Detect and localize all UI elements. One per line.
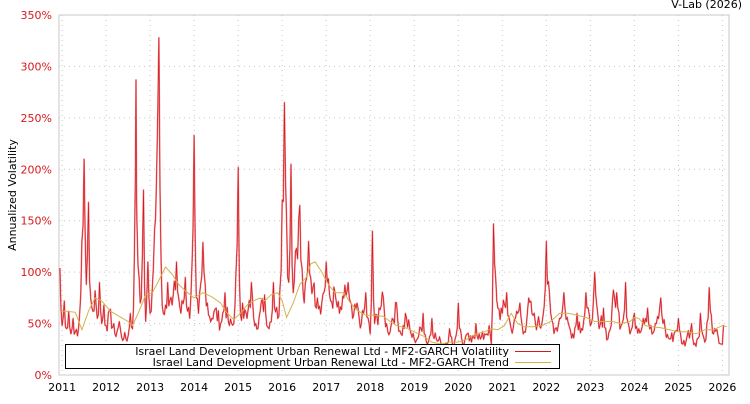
svg-text:2021: 2021 xyxy=(488,381,516,394)
svg-text:2015: 2015 xyxy=(224,381,252,394)
legend: Israel Land Development Urban Renewal Lt… xyxy=(65,344,560,369)
legend-label-trend: Israel Land Development Urban Renewal Lt… xyxy=(152,356,509,369)
legend-swatch-trend xyxy=(515,362,551,363)
svg-text:2016: 2016 xyxy=(268,381,296,394)
svg-text:0%: 0% xyxy=(35,369,52,382)
svg-text:2022: 2022 xyxy=(532,381,560,394)
svg-text:2013: 2013 xyxy=(136,381,164,394)
svg-text:350%: 350% xyxy=(21,9,52,22)
svg-text:2024: 2024 xyxy=(620,381,648,394)
grid-lines xyxy=(59,15,729,375)
svg-text:250%: 250% xyxy=(21,112,52,125)
svg-text:2018: 2018 xyxy=(356,381,384,394)
svg-text:200%: 200% xyxy=(21,163,52,176)
legend-swatch-volatility xyxy=(515,351,551,352)
y-axis-tick-labels: 0% 50% 100% 150% 200% 250% 300% 350% xyxy=(21,9,52,382)
credit-label: V-Lab (2026) xyxy=(671,0,742,11)
legend-item-trend: Israel Land Development Urban Renewal Lt… xyxy=(153,356,551,369)
plot-frame xyxy=(58,14,730,376)
svg-text:2023: 2023 xyxy=(576,381,604,394)
trend-series-line xyxy=(59,261,727,345)
svg-text:300%: 300% xyxy=(21,60,52,73)
svg-text:2017: 2017 xyxy=(312,381,340,394)
svg-text:2019: 2019 xyxy=(400,381,428,394)
svg-text:100%: 100% xyxy=(21,266,52,279)
svg-text:2020: 2020 xyxy=(444,381,472,394)
legend-label-volatility: Israel Land Development Urban Renewal Lt… xyxy=(135,345,509,358)
y-axis-label: Annualized Volatility xyxy=(6,139,19,251)
svg-text:2026: 2026 xyxy=(708,381,736,394)
svg-text:2025: 2025 xyxy=(664,381,692,394)
x-axis-tick-labels: 2011 2012 2013 2014 2015 2016 2017 2018 2019 2020… xyxy=(48,381,736,394)
volatility-series-line xyxy=(59,36,725,350)
svg-text:2011: 2011 xyxy=(48,381,76,394)
svg-text:50%: 50% xyxy=(28,318,52,331)
svg-text:150%: 150% xyxy=(21,215,52,228)
svg-text:2014: 2014 xyxy=(180,381,208,394)
svg-text:2012: 2012 xyxy=(92,381,120,394)
legend-item-volatility: Israel Land Development Urban Renewal Lt… xyxy=(135,345,551,358)
